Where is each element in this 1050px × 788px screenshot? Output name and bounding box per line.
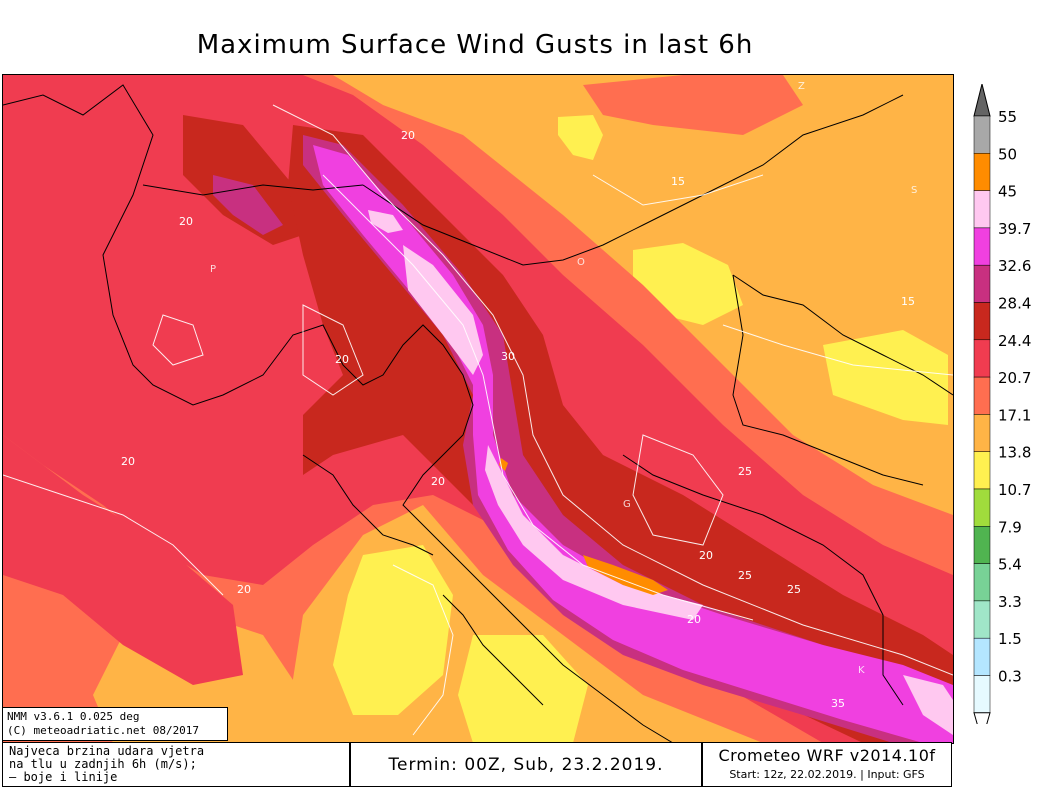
description-line-3: — boje i linije xyxy=(9,770,118,784)
contour-label: 25 xyxy=(787,583,801,596)
legend-level-label: 55 xyxy=(998,108,1017,126)
legend-swatch xyxy=(973,376,991,415)
contour-label: 20 xyxy=(335,353,349,366)
legend-level-label: 45 xyxy=(998,183,1017,201)
field-45-50-dot xyxy=(499,458,508,471)
legend-swatch xyxy=(973,115,991,154)
legend-level-label: 3.3 xyxy=(998,593,1022,611)
termin-box: Termin: 00Z, Sub, 23.2.2019. xyxy=(350,742,702,787)
legend-swatch xyxy=(973,227,991,266)
contour-label: 20 xyxy=(401,129,415,142)
termin-text: Termin: 00Z, Sub, 23.2.2019. xyxy=(388,754,664,775)
contour-label: 20 xyxy=(431,475,445,488)
legend-swatch xyxy=(973,488,991,527)
legend-bars xyxy=(973,83,991,743)
legend-swatch xyxy=(973,637,991,676)
legend-swatch xyxy=(973,153,991,191)
field-10-13-south xyxy=(333,545,453,715)
brand-box: Crometeo WRF v2014.10f Start: 12z, 22.02… xyxy=(702,742,952,787)
brand-name: Crometeo WRF v2014.10f xyxy=(718,746,936,765)
description-line-2: na tlu u zadnjih 6h (m/s); xyxy=(9,757,197,771)
field-39-45-se xyxy=(903,675,953,735)
place-letter: S xyxy=(911,185,917,196)
legend-bottom-arrow xyxy=(973,712,991,743)
legend-level-label: 0.3 xyxy=(998,668,1022,686)
legend-level-label: 13.8 xyxy=(998,444,1031,462)
place-letter: Z xyxy=(798,81,805,92)
field-10-13-north xyxy=(558,115,603,160)
legend-swatch xyxy=(973,190,991,229)
contour-lines xyxy=(3,104,953,736)
legend-level-label: 50 xyxy=(998,145,1017,163)
description-line-1: Najveca brzina udara vjetra xyxy=(9,744,205,758)
color-legend: 55 50 45 39.7 32.6 28.4 24.4 20.7 17.1 13.8 10.7 7.… xyxy=(968,83,1048,743)
place-letter: G xyxy=(623,499,631,510)
field-20-24-west-lobe xyxy=(3,435,243,685)
wind-gust-map: 20 20 20 20 20 20 20 20 25 25 30 25 35 1… xyxy=(2,74,954,744)
legend-swatch xyxy=(973,526,991,564)
contour-label: 25 xyxy=(738,569,752,582)
legend-top-arrow xyxy=(973,83,991,117)
legend-level-label: 20.7 xyxy=(998,369,1031,387)
place-letter: K xyxy=(858,665,865,676)
legend-level-label: 32.6 xyxy=(998,257,1031,275)
contour-label: 20 xyxy=(121,455,135,468)
field-39-45-south xyxy=(485,445,703,620)
legend-swatch xyxy=(973,339,991,378)
map-title: Maximum Surface Wind Gusts in last 6h xyxy=(196,30,754,60)
contour-label: 20 xyxy=(699,549,713,562)
copyright: (C) meteoadriatic.net 08/2017 xyxy=(7,724,200,737)
legend-swatch xyxy=(973,264,991,303)
contour-label: 35 xyxy=(831,697,845,710)
place-letter-group: Z S O G K P xyxy=(210,81,917,676)
contour-label-group: 20 20 20 20 20 20 20 20 25 25 30 25 35 1… xyxy=(121,129,915,710)
place-letter: O xyxy=(577,257,585,268)
legend-swatch xyxy=(973,563,991,602)
contour-label: 15 xyxy=(671,175,685,188)
model-info-box: NMM v3.6.1 0.025 deg (C) meteoadriatic.n… xyxy=(2,707,228,741)
legend-level-label: 24.4 xyxy=(998,332,1031,350)
legend-swatch xyxy=(973,451,991,490)
contour-label: 20 xyxy=(687,613,701,626)
contour-label: 20 xyxy=(237,583,251,596)
run-info: Start: 12z, 22.02.2019. | Input: GFS xyxy=(729,768,925,781)
legend-level-label: 5.4 xyxy=(998,556,1022,574)
model-version: NMM v3.6.1 0.025 deg xyxy=(7,710,140,723)
contour-label: 15 xyxy=(901,295,915,308)
legend-labels: 55 50 45 39.7 32.6 28.4 24.4 20.7 17.1 13.8 10.7 7.… xyxy=(998,108,1031,686)
legend-level-label: 39.7 xyxy=(998,220,1031,238)
legend-canvas: 55 50 45 39.7 32.6 28.4 24.4 20.7 17.1 13.8 10.7 7.… xyxy=(973,83,1031,743)
place-letter: P xyxy=(210,264,216,275)
legend-level-label: 17.1 xyxy=(998,406,1031,424)
field-28-32-ridge xyxy=(303,135,953,743)
legend-swatch xyxy=(973,600,991,639)
legend-swatch xyxy=(973,302,991,341)
legend-swatch xyxy=(973,414,991,452)
description-box: Najveca brzina udara vjetra na tlu u zad… xyxy=(2,742,350,787)
field-17-20-ne xyxy=(583,75,803,135)
coastlines xyxy=(3,84,953,743)
contour-label: 20 xyxy=(179,215,193,228)
contour-label: 30 xyxy=(501,350,515,363)
map-canvas: 20 20 20 20 20 20 20 20 25 25 30 25 35 1… xyxy=(3,75,953,743)
field-39-45-north xyxy=(368,210,403,233)
legend-level-label: 7.9 xyxy=(998,518,1022,536)
field-10-13-se xyxy=(458,635,588,743)
contour-label: 25 xyxy=(738,465,752,478)
legend-level-label: 28.4 xyxy=(998,295,1031,313)
field-10-13-east xyxy=(823,330,948,425)
legend-level-label: 10.7 xyxy=(998,481,1031,499)
field-45-50 xyxy=(583,555,668,595)
legend-level-label: 1.5 xyxy=(998,630,1022,648)
legend-swatch xyxy=(973,675,991,714)
